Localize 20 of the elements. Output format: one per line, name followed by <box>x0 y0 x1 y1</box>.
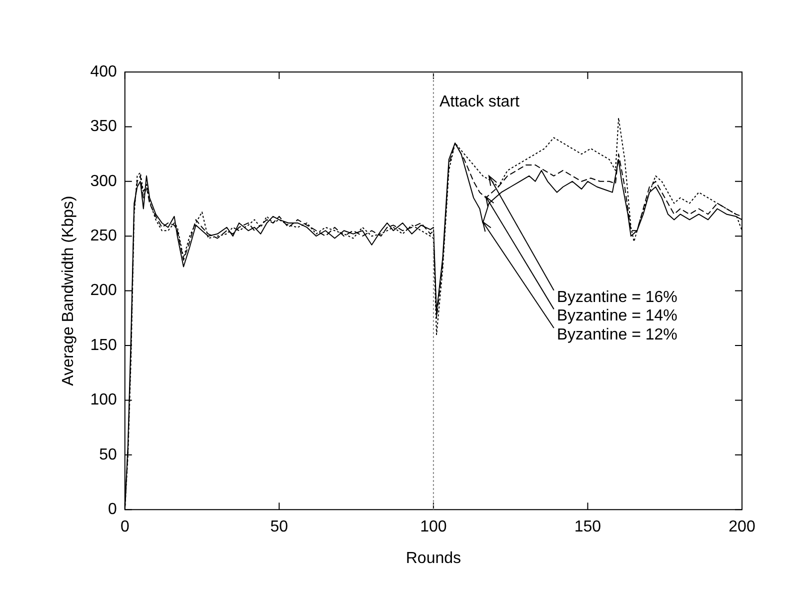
y-tick-label: 50 <box>99 446 117 464</box>
x-tick-label: 100 <box>420 518 447 536</box>
x-tick-label: 50 <box>270 518 288 536</box>
y-tick-label: 300 <box>90 172 117 190</box>
x-tick-label: 0 <box>120 518 130 536</box>
y-tick-label: 200 <box>90 282 117 300</box>
y-tick-label: 0 <box>108 501 117 518</box>
x-tick-label: 150 <box>574 518 602 536</box>
annotation: Byzantine = 12% <box>556 326 678 344</box>
ref-line-label: Attack start <box>439 93 520 110</box>
annotation: Byzantine = 14% <box>556 308 678 325</box>
y-tick-label: 150 <box>90 336 117 354</box>
x-tick-label: 200 <box>728 518 756 536</box>
annotation: Byzantine = 16% <box>556 288 678 306</box>
y-axis-title: Average Bandwidth (Kbps) <box>60 196 78 386</box>
y-tick-label: 250 <box>90 228 117 245</box>
y-tick-label: 350 <box>90 118 117 136</box>
y-tick-label: 100 <box>90 392 117 409</box>
y-tick-label: 400 <box>90 63 117 80</box>
x-axis-title: Rounds <box>406 550 462 567</box>
